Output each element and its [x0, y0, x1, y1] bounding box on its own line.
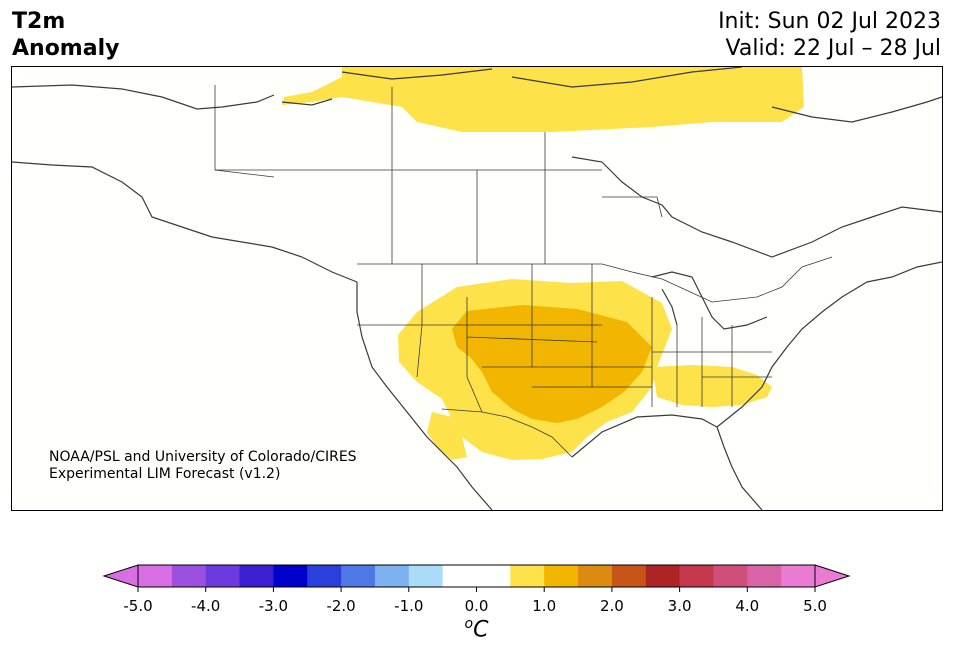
colorbar-cell [611, 565, 647, 587]
great-lakes [651, 271, 768, 330]
colorbar-cell [239, 565, 274, 587]
map-title: T2m Anomaly [12, 8, 119, 62]
coastlines [12, 67, 942, 510]
colorbar-tick-label: -2.0 [326, 597, 356, 615]
anomaly-mexico-warm [427, 412, 467, 460]
forecast-credit: NOAA/PSL and University of Colorado/CIRE… [49, 449, 357, 483]
colorbar-cell [408, 565, 444, 587]
colorbar-cell [341, 565, 376, 587]
colorbar-cells [138, 565, 816, 587]
unit-letter: C [473, 617, 489, 643]
colorbar-cell [510, 565, 545, 587]
colorbar-tick-labels: -5.0 -4.0 -3.0 -2.0 -1.0 0.0 1.0 2.0 3.0 4.0 5.0 [0, 597, 953, 617]
credit-line-1: NOAA/PSL and University of Colorado/CIRE… [49, 449, 357, 465]
colorbar-tick-label: 2.0 [599, 597, 624, 615]
political-borders [214, 85, 833, 458]
anomaly-arctic-warm [282, 67, 804, 132]
colorbar-cell [544, 565, 579, 587]
colorbar-tick-label: 0.0 [464, 597, 489, 615]
colorbar-tick-label: 5.0 [803, 597, 827, 615]
title-line-2: Anomaly [12, 36, 120, 61]
colorbar-tick-label: 4.0 [735, 597, 760, 615]
alaska-coast [12, 84, 358, 283]
colorbar [102, 564, 851, 592]
colorbar-cell [442, 565, 477, 587]
colorbar-ticks [137, 587, 816, 592]
colorbar-cell [645, 565, 681, 587]
colorbar-cell [747, 565, 782, 587]
colorbar-under-arrow [102, 564, 139, 588]
colorbar-cell [205, 565, 241, 587]
canada-provinces [215, 87, 663, 264]
arctic-islands [281, 67, 743, 106]
colorbar-tick-label: 1.0 [532, 597, 557, 615]
us-state-lines [357, 264, 772, 413]
hudson-bay [571, 156, 942, 258]
credit-line-2: Experimental LIM Forecast (v1.2) [49, 466, 281, 482]
colorbar-cell [476, 565, 511, 587]
gulf-coast [571, 414, 763, 510]
colorbar-tick-label: -1.0 [394, 597, 424, 615]
forecast-dates: Init: Sun 02 Jul 2023 Valid: 22 Jul – 28… [718, 8, 941, 62]
title-line-1: T2m [12, 9, 66, 34]
unit-degree: o [464, 616, 474, 632]
anomaly-east-warm [652, 365, 772, 407]
valid-range: Valid: 22 Jul – 28 Jul [725, 36, 941, 61]
west-coast [356, 282, 493, 510]
labrador-coast [771, 96, 942, 123]
colorbar-tick-label: -5.0 [123, 597, 153, 615]
colorbar-cell [307, 565, 342, 587]
colorbar-cell [171, 565, 207, 587]
anomaly-map [11, 66, 943, 511]
map-canvas [12, 67, 942, 510]
anomaly-shading [282, 67, 804, 460]
colorbar-cell [713, 565, 748, 587]
colorbar-tick-label: -4.0 [191, 597, 221, 615]
colorbar-cell [781, 565, 816, 587]
colorbar-tick-label: 3.0 [667, 597, 692, 615]
colorbar-cell [374, 565, 410, 587]
anomaly-core-strong [452, 305, 652, 423]
colorbar-cell [679, 565, 714, 587]
colorbar-tick-label: -3.0 [258, 597, 289, 615]
east-coast [716, 261, 942, 428]
init-date: Init: Sun 02 Jul 2023 [718, 9, 941, 34]
colorbar-cell [273, 565, 308, 587]
colorbar-cell [138, 565, 173, 587]
colorbar-cell [578, 565, 613, 587]
us-canada-border [357, 256, 833, 303]
colorbar-unit: oC [0, 616, 953, 642]
us-mexico-border [441, 408, 573, 458]
colorbar-over-arrow [814, 564, 851, 588]
